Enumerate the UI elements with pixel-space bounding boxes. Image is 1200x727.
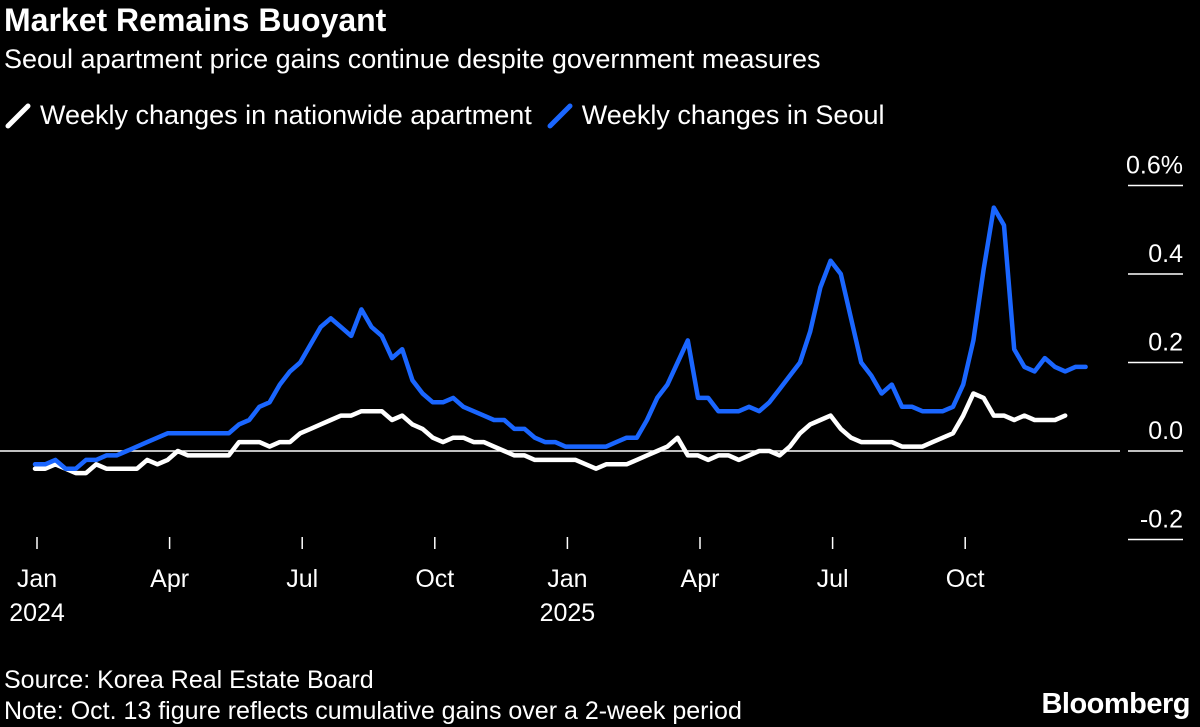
series-line-nationwide [32,391,1068,476]
y-tick-label: 0.2 [1148,329,1183,357]
legend-item-nationwide: Weekly changes in nationwide apartment [4,100,532,131]
legend-swatch-nationwide-icon [5,103,31,128]
y-tick-label: 0.0 [1148,417,1183,445]
y-tick-label: -0.2 [1140,506,1183,534]
chart-title: Market Remains Buoyant [4,2,387,38]
bloomberg-logo: Bloomberg [1041,688,1190,720]
x-tick-label: Oct [415,565,454,593]
x-tick-year-label: 2024 [9,599,65,627]
x-tick-label: Jan [17,565,57,593]
legend: Weekly changes in nationwide apartment W… [4,100,898,131]
chart-subtitle: Seoul apartment price gains continue des… [4,44,821,74]
legend-label-nationwide: Weekly changes in nationwide apartment [40,100,532,130]
y-tick-label: 0.6% [1126,152,1183,180]
source-note: Source: Korea Real Estate Board [4,666,374,694]
series-line-seoul [32,205,1088,471]
x-tick-year-label: 2025 [540,599,596,627]
x-tick-label: Oct [946,565,985,593]
x-tick-label: Apr [150,565,189,593]
footnote: Note: Oct. 13 figure reflects cumulative… [4,697,742,725]
y-tick-label: 0.4 [1148,240,1183,268]
x-tick-label: Apr [681,565,720,593]
legend-item-seoul: Weekly changes in Seoul [546,100,885,131]
x-tick-label: Jan [547,565,587,593]
legend-label-seoul: Weekly changes in Seoul [581,100,885,130]
x-tick-label: Jul [817,565,849,593]
legend-swatch-seoul-icon [547,103,573,128]
x-tick-label: Jul [286,565,318,593]
